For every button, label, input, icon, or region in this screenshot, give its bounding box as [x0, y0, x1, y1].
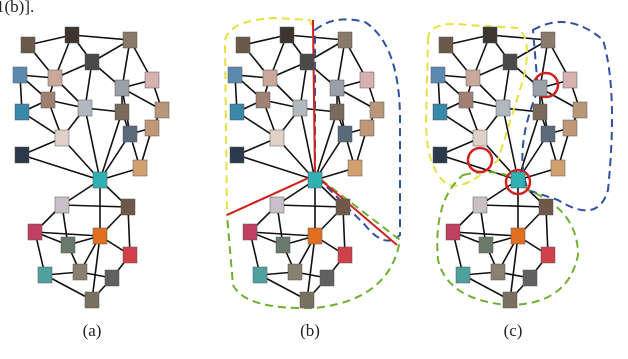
- photo-node: [466, 70, 480, 86]
- photo-node: [28, 224, 42, 240]
- header-fragment: 1(b)].: [0, 0, 34, 16]
- photo-node: [13, 67, 27, 83]
- photo-node: [330, 80, 344, 96]
- photo-node: [479, 237, 493, 253]
- photo-node: [15, 147, 29, 163]
- photo-node: [61, 237, 75, 253]
- panel-label: (c): [504, 321, 523, 340]
- photo-node: [21, 37, 35, 53]
- photo-node: [15, 104, 29, 120]
- photo-node: [78, 100, 92, 116]
- photo-node: [145, 72, 159, 88]
- photo-node: [55, 130, 69, 146]
- photo-node: [253, 267, 267, 283]
- photo-node: [320, 270, 334, 286]
- photo-node: [270, 130, 284, 146]
- photo-node: [236, 37, 250, 53]
- photo-node: [541, 32, 555, 48]
- photo-node: [511, 172, 525, 188]
- photo-node: [523, 270, 537, 286]
- photo-node: [133, 160, 147, 176]
- photo-node: [115, 80, 129, 96]
- photo-node: [276, 237, 290, 253]
- photo-node: [563, 120, 577, 136]
- photo-node: [511, 228, 525, 244]
- photo-node: [491, 264, 505, 280]
- photo-node: [93, 228, 107, 244]
- photo-node: [243, 224, 257, 240]
- panel-label: (b): [300, 321, 320, 340]
- photo-node: [300, 292, 314, 308]
- photo-node: [93, 172, 107, 188]
- photo-node: [541, 247, 555, 263]
- photo-node: [288, 264, 302, 280]
- photo-node: [300, 54, 314, 70]
- photo-node: [330, 104, 344, 120]
- photo-node: [293, 100, 307, 116]
- photo-node: [308, 228, 322, 244]
- photo-node: [446, 224, 460, 240]
- photo-node: [38, 267, 52, 283]
- photo-node: [539, 199, 553, 215]
- photo-node: [551, 160, 565, 176]
- photo-node: [256, 92, 270, 108]
- photo-node: [496, 100, 510, 116]
- photo-node: [123, 126, 137, 142]
- photo-node: [105, 270, 119, 286]
- photo-node: [503, 292, 517, 308]
- photo-node: [230, 104, 244, 120]
- photo-node: [85, 292, 99, 308]
- photo-node: [48, 70, 62, 86]
- photo-node: [121, 199, 135, 215]
- page: 1(b)]. (a) (b) (c) (() => { const data =…: [0, 0, 628, 359]
- photo-node: [270, 197, 284, 213]
- photo-node: [573, 102, 587, 118]
- photo-node: [456, 267, 470, 283]
- photo-node: [541, 126, 555, 142]
- photo-node: [338, 126, 352, 142]
- photo-node: [73, 264, 87, 280]
- photo-node: [473, 130, 487, 146]
- photo-node: [85, 54, 99, 70]
- photo-node: [280, 27, 294, 43]
- panel-label: (a): [83, 321, 102, 340]
- photo-node: [483, 27, 497, 43]
- photo-node: [503, 54, 517, 70]
- photo-node: [155, 102, 169, 118]
- photo-node: [228, 67, 242, 83]
- photo-node: [433, 104, 447, 120]
- photo-node: [360, 120, 374, 136]
- photo-node: [41, 92, 55, 108]
- photo-node: [123, 247, 137, 263]
- photo-node: [65, 27, 79, 43]
- photo-node: [123, 32, 137, 48]
- photo-node: [563, 72, 577, 88]
- photo-node: [336, 199, 350, 215]
- photo-node: [263, 70, 277, 86]
- photo-node: [473, 197, 487, 213]
- photo-node: [348, 160, 362, 176]
- photo-node: [439, 37, 453, 53]
- photo-node: [115, 104, 129, 120]
- photo-node: [338, 32, 352, 48]
- photo-node: [431, 67, 445, 83]
- photo-node: [459, 92, 473, 108]
- photo-node: [533, 104, 547, 120]
- figure: 1(b)]. (a) (b) (c): [0, 0, 628, 359]
- photo-node: [55, 197, 69, 213]
- photo-node: [338, 247, 352, 263]
- photo-node: [433, 147, 447, 163]
- photo-node: [360, 72, 374, 88]
- photo-node: [533, 80, 547, 96]
- photo-node: [308, 172, 322, 188]
- photo-node: [370, 102, 384, 118]
- photo-node: [230, 147, 244, 163]
- photo-node: [145, 120, 159, 136]
